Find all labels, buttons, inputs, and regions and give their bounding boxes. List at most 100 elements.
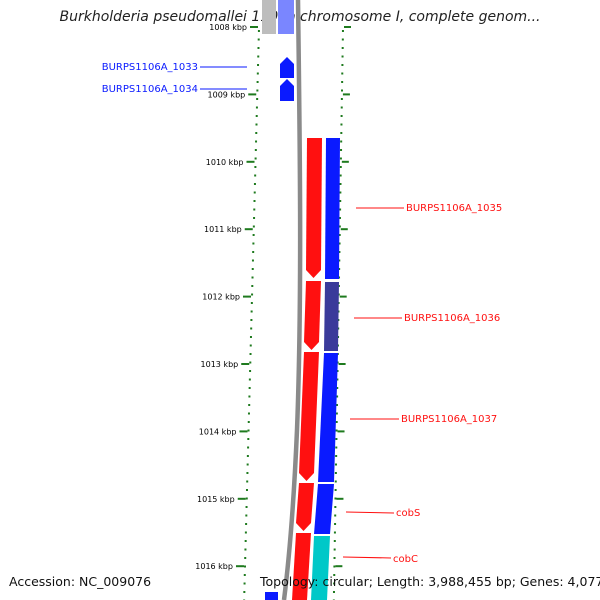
scale-dot-right	[338, 234, 341, 236]
gene-label-burps1106a-1034[interactable]: BURPS1106A_1034	[102, 84, 198, 95]
scale-dot-right	[341, 64, 344, 66]
scale-dot-right	[333, 582, 336, 585]
scale-dot-right	[339, 174, 342, 177]
scale-dot-right	[334, 506, 337, 508]
scale-dot-left	[250, 302, 253, 304]
scale-tick-right	[336, 497, 344, 500]
lane-block-1037[interactable]	[318, 353, 338, 482]
scale-dot-left	[251, 285, 254, 287]
scale-dot-left	[255, 106, 258, 109]
scale-dot-right	[338, 217, 341, 219]
gene-label-burps1106a-1035[interactable]: BURPS1106A_1035	[406, 203, 502, 214]
scale-dot-left	[251, 259, 254, 262]
scale-dot-right	[335, 438, 338, 440]
scale-dot-right	[340, 106, 343, 109]
gene-arrow-1037[interactable]	[299, 352, 319, 481]
scale-dot-right	[340, 123, 343, 126]
lane-block-1036[interactable]	[324, 282, 339, 351]
accession-text: Accession: NC_009076	[9, 574, 152, 589]
scale-dot-left	[257, 38, 260, 41]
scale-dot-right	[340, 149, 343, 151]
scale-dot-right	[338, 242, 341, 245]
scale-dot-left	[243, 565, 246, 568]
scale-tick	[244, 228, 253, 231]
scale-dot-left	[252, 251, 255, 253]
scale-dot-left	[256, 81, 259, 83]
scale-dot-left	[249, 336, 252, 338]
gene-leader-line	[345, 511, 395, 514]
scale-dot-right	[333, 540, 336, 542]
topology-text: Topology: circular; Length: 3,988,455 bp…	[260, 574, 600, 589]
scale-dot-right	[336, 395, 339, 398]
gene-label-burps1106a-1033[interactable]: BURPS1106A_1033	[102, 62, 198, 73]
scale-dot-right	[334, 514, 337, 517]
scale-dot-left	[249, 344, 252, 347]
scale-tick-right	[342, 93, 350, 96]
scale-dot-left	[253, 191, 256, 194]
scale-dot-left	[254, 174, 257, 177]
scale-dot-left	[252, 242, 255, 245]
tick-label: 1016 kbp	[195, 562, 233, 571]
scale-dot-left	[244, 531, 247, 534]
scale-dot-left	[251, 276, 254, 279]
scale-tick-right	[340, 228, 348, 231]
gene-leader-line	[342, 556, 392, 559]
scale-dot-left	[257, 64, 260, 66]
scale-dot-left	[244, 540, 247, 542]
lane-block-cobC[interactable]	[311, 536, 330, 600]
gene-arrow-cobS[interactable]	[296, 483, 314, 531]
scale-dot-left	[253, 200, 256, 202]
feature-blue-top[interactable]	[278, 0, 294, 34]
gene-arrow-1035[interactable]	[306, 138, 322, 278]
scale-dot-right	[334, 489, 337, 491]
scale-dot-right	[333, 565, 336, 568]
scale-dot-right	[335, 463, 338, 466]
gene-arrow-1036[interactable]	[304, 281, 321, 350]
scale-dot-right	[341, 55, 344, 58]
scale-dot-left	[252, 234, 255, 236]
scale-dot-right	[341, 47, 344, 49]
scale-dot-right	[339, 166, 342, 168]
scale-dot-left	[257, 47, 260, 49]
scale-tick	[246, 160, 255, 163]
scale-dot-right	[339, 157, 342, 160]
lane-block-cobS[interactable]	[314, 484, 334, 534]
scale-dot-left	[248, 404, 251, 406]
scale-tick	[241, 363, 250, 365]
scale-dot-left	[247, 421, 250, 423]
tick-label: 1009 kbp	[208, 90, 246, 99]
scale-dot-left	[256, 89, 259, 92]
gene-arrow-1034[interactable]	[280, 79, 294, 101]
gene-arrow-1033[interactable]	[280, 57, 294, 78]
feature-blue-bottom[interactable]	[265, 592, 278, 600]
scale-dot-left	[251, 268, 254, 270]
scale-dot-right	[340, 132, 343, 134]
scale-dot-left	[245, 497, 248, 500]
scale-dot-left	[250, 310, 253, 313]
scale-dot-left	[254, 166, 257, 168]
scale-dot-left	[256, 72, 259, 75]
scale-dot-left	[246, 480, 249, 483]
gene-arrow-cobC[interactable]	[292, 533, 311, 600]
gene-label-burps1106a-1037[interactable]: BURPS1106A_1037	[401, 414, 497, 425]
scale-dot-left	[245, 514, 248, 517]
scale-dot-right	[336, 387, 339, 389]
scale-dot-right	[339, 183, 342, 185]
scale-dot-left	[247, 429, 250, 432]
scale-dot-left	[255, 115, 258, 117]
gene-label-burps1106a-1036[interactable]: BURPS1106A_1036	[404, 313, 500, 324]
scale-dot-right	[341, 30, 344, 32]
scale-dot-right	[340, 115, 343, 117]
scale-dot-right	[334, 472, 337, 474]
scale-tick-right	[338, 363, 346, 365]
scale-dot-left	[257, 55, 260, 58]
gene-label-cobs[interactable]: cobS	[396, 508, 420, 519]
feature-gray-top[interactable]	[262, 0, 276, 34]
lane-block-1035[interactable]	[325, 138, 340, 279]
scale-dot-left	[253, 217, 256, 219]
scale-tick-right	[339, 295, 347, 298]
scale-dot-left	[249, 370, 252, 372]
scale-dot-right	[339, 191, 342, 194]
gene-label-cobc[interactable]: cobC	[393, 554, 418, 565]
